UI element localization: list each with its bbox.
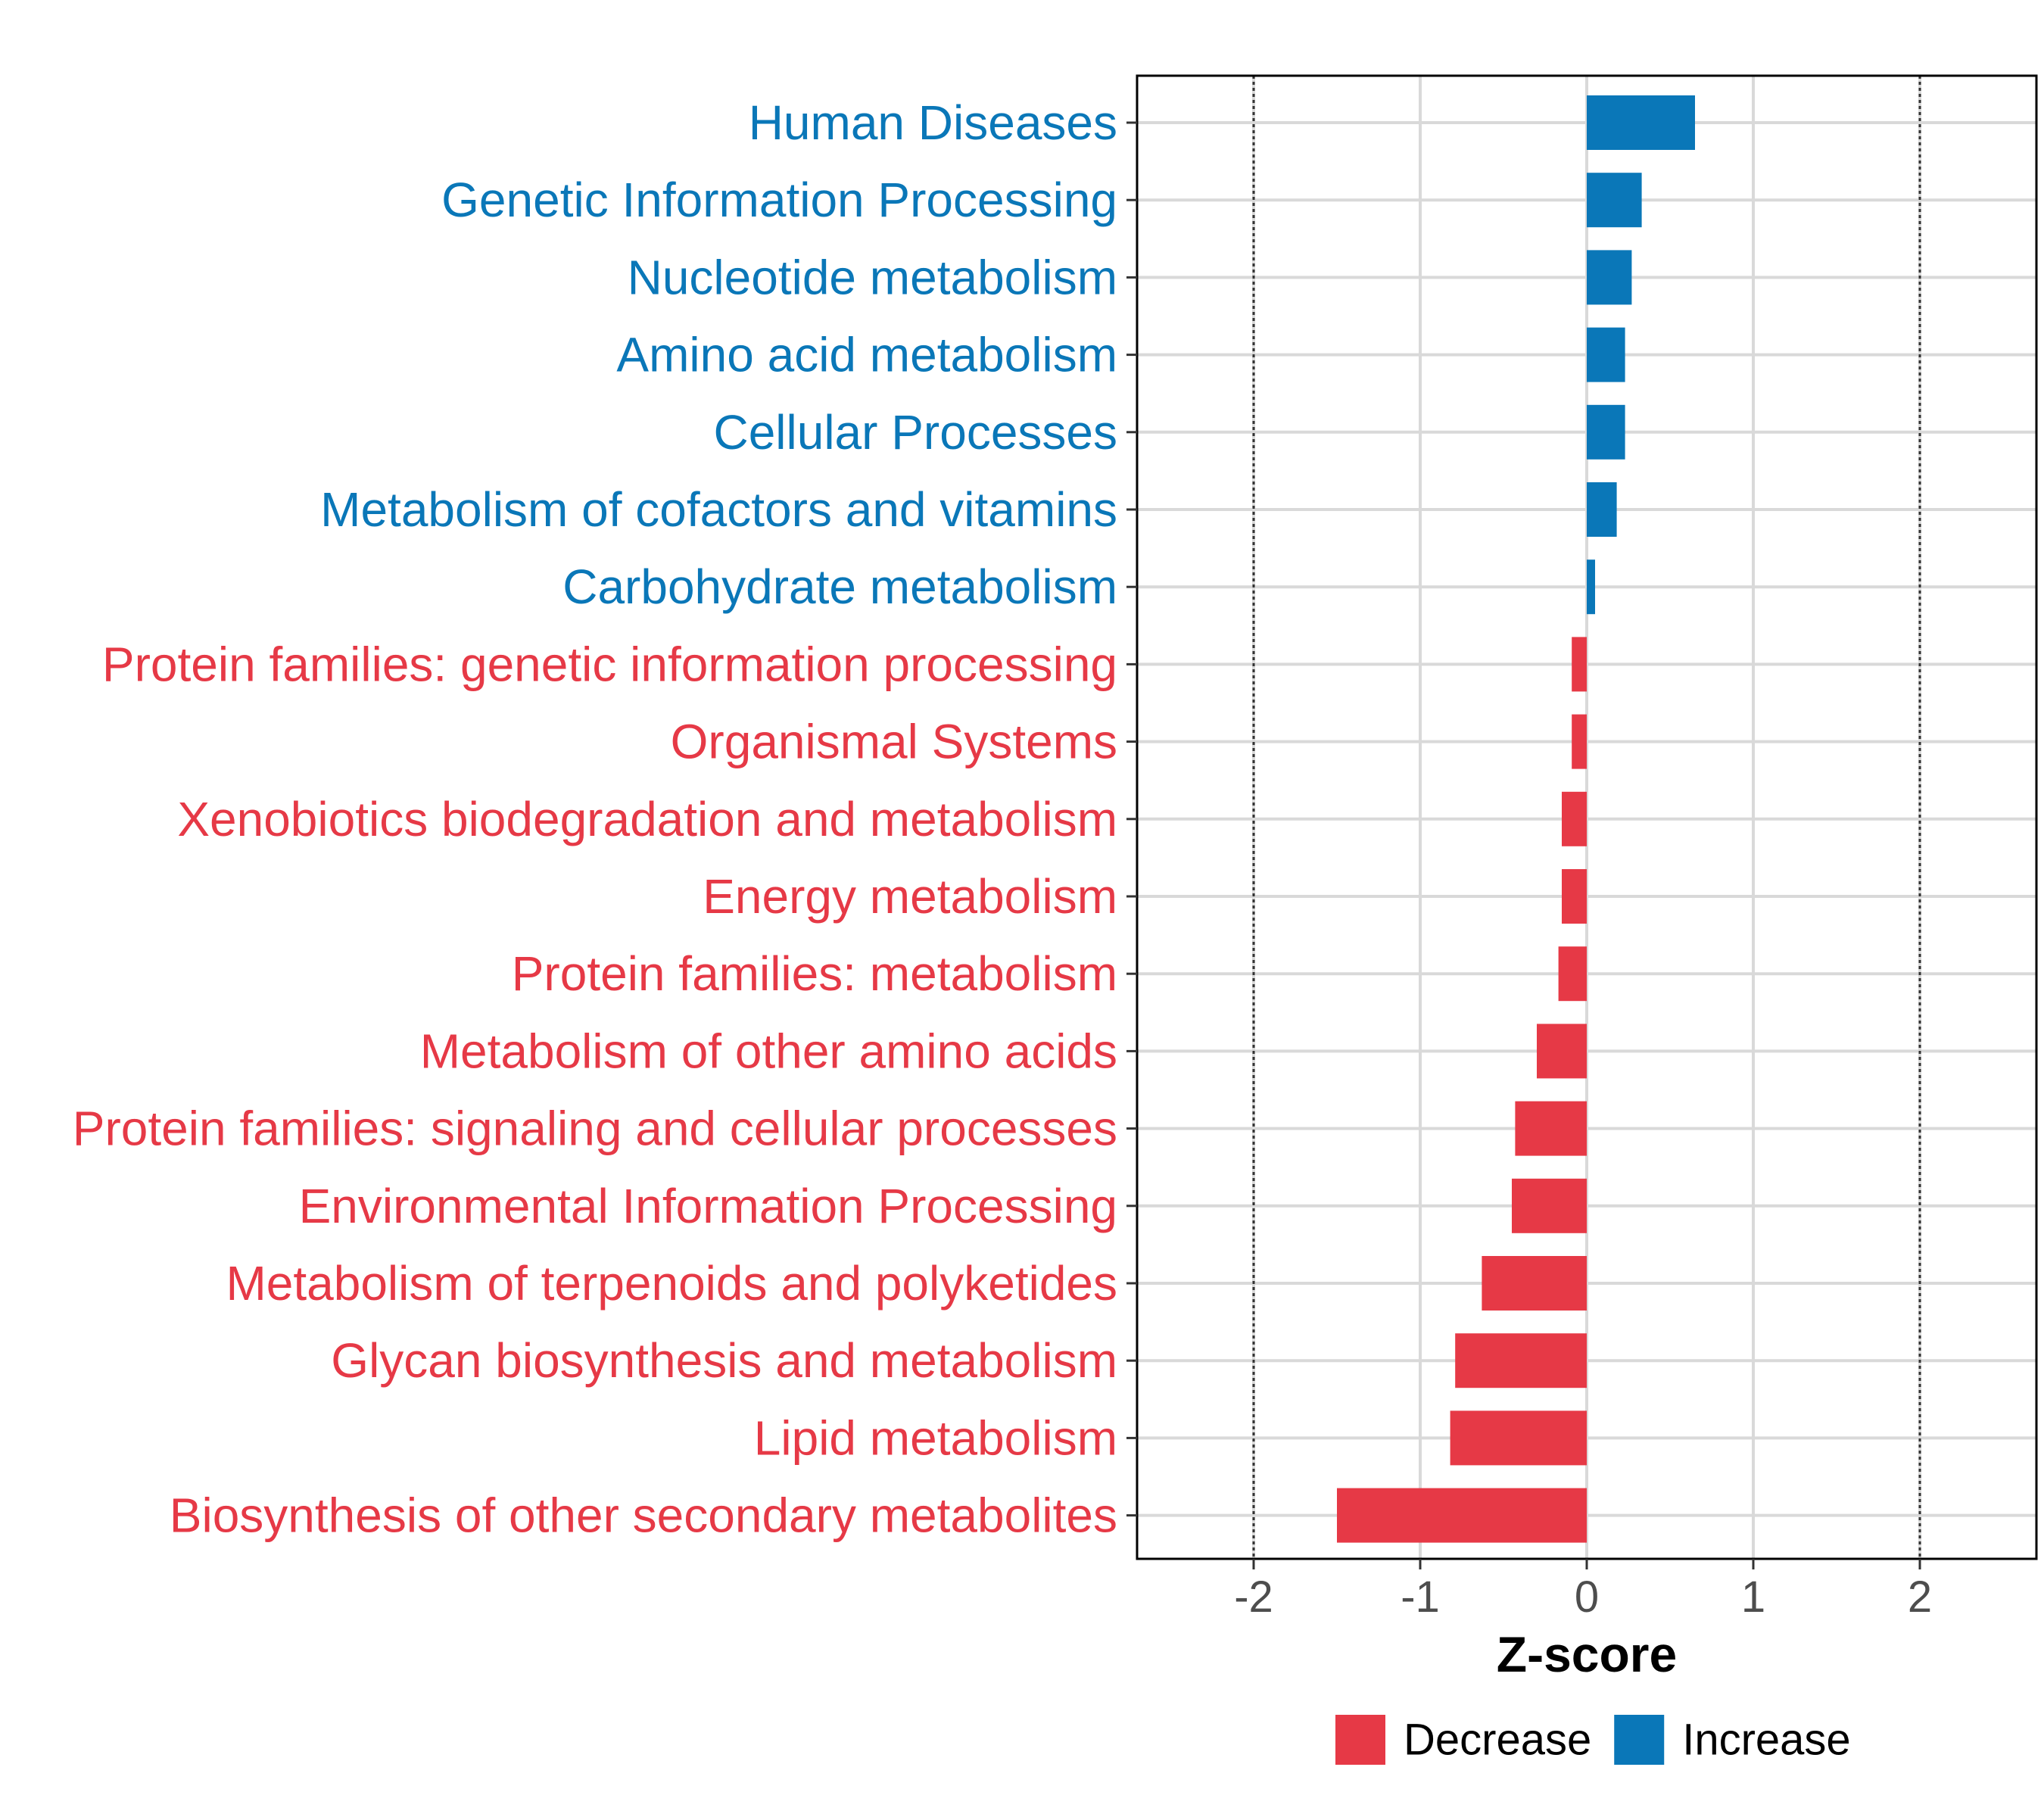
category-label: Metabolism of other amino acids xyxy=(420,1024,1117,1078)
bar xyxy=(1337,1488,1587,1543)
bar xyxy=(1572,637,1587,692)
category-label: Protein families: metabolism xyxy=(512,946,1117,1001)
category-label: Nucleotide metabolism xyxy=(628,250,1117,304)
category-label: Genetic Information Processing xyxy=(441,173,1117,227)
bar xyxy=(1450,1410,1587,1466)
bar xyxy=(1562,791,1587,846)
x-tick-label: -2 xyxy=(1234,1572,1273,1622)
x-tick-label: 1 xyxy=(1741,1572,1765,1622)
y-axis-labels: Human Diseases Genetic Information Proces… xyxy=(73,95,1117,1543)
x-tick-label: 2 xyxy=(1908,1572,1932,1622)
x-axis-ticks xyxy=(1252,1559,1921,1569)
bar xyxy=(1558,946,1587,1002)
bar xyxy=(1587,559,1595,615)
bar xyxy=(1562,869,1587,924)
x-axis-tick-labels: -2 -1 0 1 2 xyxy=(1234,1572,1932,1622)
category-label: Metabolism of terpenoids and polyketides xyxy=(226,1256,1117,1311)
bar xyxy=(1587,250,1632,305)
category-label: Protein families: genetic information pr… xyxy=(102,637,1117,691)
category-label: Environmental Information Processing xyxy=(299,1179,1117,1233)
bar xyxy=(1587,95,1695,150)
bars xyxy=(1337,95,1695,1543)
category-label: Xenobiotics biodegradation and metabolis… xyxy=(177,792,1117,846)
legend: Decrease Increase xyxy=(1335,1715,1851,1765)
bar xyxy=(1587,173,1642,228)
bar xyxy=(1512,1178,1587,1233)
bar xyxy=(1515,1101,1587,1156)
bar xyxy=(1455,1333,1587,1388)
bar xyxy=(1587,327,1625,382)
category-label: Glycan biosynthesis and metabolism xyxy=(331,1333,1117,1388)
category-label: Human Diseases xyxy=(749,95,1117,150)
legend-label-increase: Increase xyxy=(1682,1716,1850,1765)
legend-key-decrease xyxy=(1335,1715,1385,1765)
x-axis-title: Z-score xyxy=(1497,1626,1677,1682)
category-label: Protein families: signaling and cellular… xyxy=(73,1102,1117,1156)
y-axis-ticks xyxy=(1126,121,1137,1517)
category-label: Cellular Processes xyxy=(713,405,1117,460)
category-label: Amino acid metabolism xyxy=(616,328,1117,382)
category-label: Carbohydrate metabolism xyxy=(562,559,1117,614)
category-label: Metabolism of cofactors and vitamins xyxy=(320,482,1117,537)
x-tick-label: 0 xyxy=(1575,1572,1599,1622)
legend-label-decrease: Decrease xyxy=(1404,1716,1591,1765)
category-label: Biosynthesis of other secondary metaboli… xyxy=(170,1488,1117,1543)
category-label: Energy metabolism xyxy=(703,869,1117,924)
category-label: Lipid metabolism xyxy=(754,1410,1117,1465)
bar xyxy=(1537,1024,1587,1079)
bar xyxy=(1482,1256,1587,1311)
bar xyxy=(1587,404,1625,460)
category-label: Organismal Systems xyxy=(671,715,1117,769)
bar xyxy=(1587,482,1617,537)
reference-lines xyxy=(1252,76,1921,1559)
legend-key-increase xyxy=(1614,1715,1665,1765)
bar xyxy=(1572,714,1587,769)
x-tick-label: -1 xyxy=(1401,1572,1440,1622)
